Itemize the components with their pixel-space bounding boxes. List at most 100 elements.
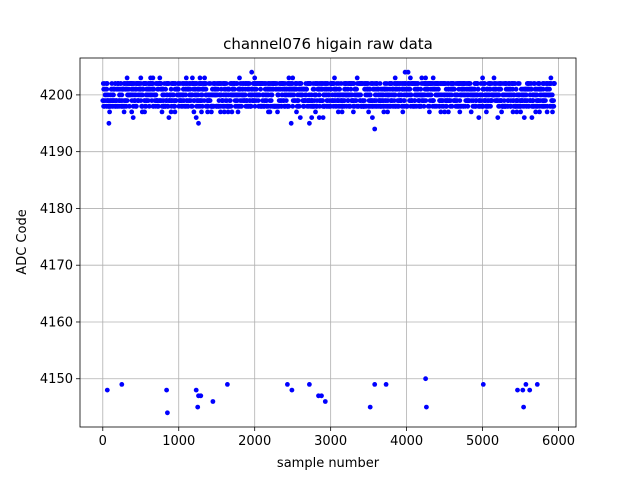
chart-title: channel076 higain raw data: [223, 35, 433, 53]
data-point: [407, 86, 413, 92]
data-point: [480, 75, 485, 81]
data-point: [468, 109, 474, 115]
data-point: [489, 98, 495, 103]
outlier-point: [210, 399, 216, 404]
data-point: [418, 86, 424, 92]
data-point: [244, 98, 250, 103]
data-point: [256, 81, 261, 86]
data-point: [218, 109, 223, 115]
plot-frame: [79, 57, 577, 428]
x-tick-label: 0: [99, 434, 107, 449]
data-point: [136, 81, 142, 86]
data-point: [190, 75, 195, 81]
data-point: [402, 98, 407, 103]
data-point: [172, 103, 178, 109]
x-tick-label: 5000: [466, 434, 499, 449]
data-point: [242, 92, 248, 98]
data-point: [444, 103, 449, 109]
data-point: [423, 98, 429, 103]
data-point: [534, 92, 540, 98]
data-point: [239, 103, 244, 109]
data-point: [337, 86, 342, 92]
data-point: [304, 86, 309, 92]
data-point: [449, 103, 455, 109]
data-point: [482, 81, 487, 86]
data-point: [185, 103, 191, 109]
data-point: [143, 103, 149, 109]
data-point: [286, 75, 292, 81]
data-point: [129, 109, 135, 115]
data-point: [106, 120, 112, 126]
data-point: [316, 115, 322, 120]
data-point: [271, 81, 277, 86]
data-point: [130, 115, 136, 120]
y-tick-label: 4160: [40, 315, 73, 330]
data-point: [354, 75, 360, 81]
data-point: [549, 92, 555, 98]
data-point: [529, 115, 535, 120]
data-point: [347, 81, 352, 86]
data-point: [484, 109, 489, 115]
x-tick-label: 2000: [238, 434, 271, 449]
y-tick-label: 4200: [40, 88, 73, 103]
data-point: [307, 120, 312, 126]
data-point: [358, 81, 364, 86]
data-point: [362, 98, 367, 103]
data-point: [476, 115, 482, 120]
data-point: [372, 126, 378, 132]
data-point: [174, 86, 180, 92]
data-point: [150, 75, 156, 81]
data-point: [540, 81, 546, 86]
x-axis-title: sample number: [277, 456, 380, 471]
data-point: [465, 81, 470, 86]
data-point: [461, 81, 466, 86]
data-point: [335, 109, 341, 115]
data-point: [536, 81, 542, 86]
data-point: [548, 75, 554, 81]
data-point: [232, 86, 237, 92]
data-point: [111, 92, 116, 98]
data-point: [550, 109, 555, 115]
data-point: [203, 86, 209, 92]
data-point: [225, 109, 231, 115]
data-point: [533, 109, 539, 115]
data-point: [385, 109, 390, 115]
y-tick-label: 4150: [40, 372, 73, 387]
data-point: [453, 81, 459, 86]
data-point: [183, 75, 189, 81]
data-point: [252, 103, 258, 109]
data-point: [540, 86, 546, 92]
outlier-point: [367, 404, 373, 410]
data-point: [249, 69, 255, 75]
data-point: [295, 98, 301, 103]
data-point: [309, 115, 315, 120]
data-point: [291, 92, 297, 98]
outlier-point: [195, 404, 201, 410]
data-point: [442, 109, 447, 115]
data-point: [491, 75, 497, 81]
data-point: [332, 75, 337, 81]
data-point: [396, 81, 402, 86]
data-point: [316, 92, 322, 98]
data-point: [342, 98, 347, 103]
data-point: [351, 109, 356, 115]
data-point: [228, 103, 234, 109]
data-point: [367, 92, 373, 98]
data-point: [252, 75, 258, 81]
data-point: [193, 115, 199, 120]
data-point: [339, 109, 345, 115]
outlier-point: [289, 387, 295, 393]
data-point: [111, 103, 117, 109]
data-point: [101, 86, 107, 92]
data-point: [286, 103, 292, 109]
data-point: [423, 75, 428, 81]
data-point: [313, 109, 318, 115]
data-point: [207, 98, 213, 103]
outlier-point: [164, 387, 170, 393]
data-point: [525, 81, 531, 86]
outlier-point: [527, 387, 533, 393]
data-point: [134, 103, 139, 109]
data-point: [436, 86, 441, 92]
data-point: [294, 109, 299, 115]
